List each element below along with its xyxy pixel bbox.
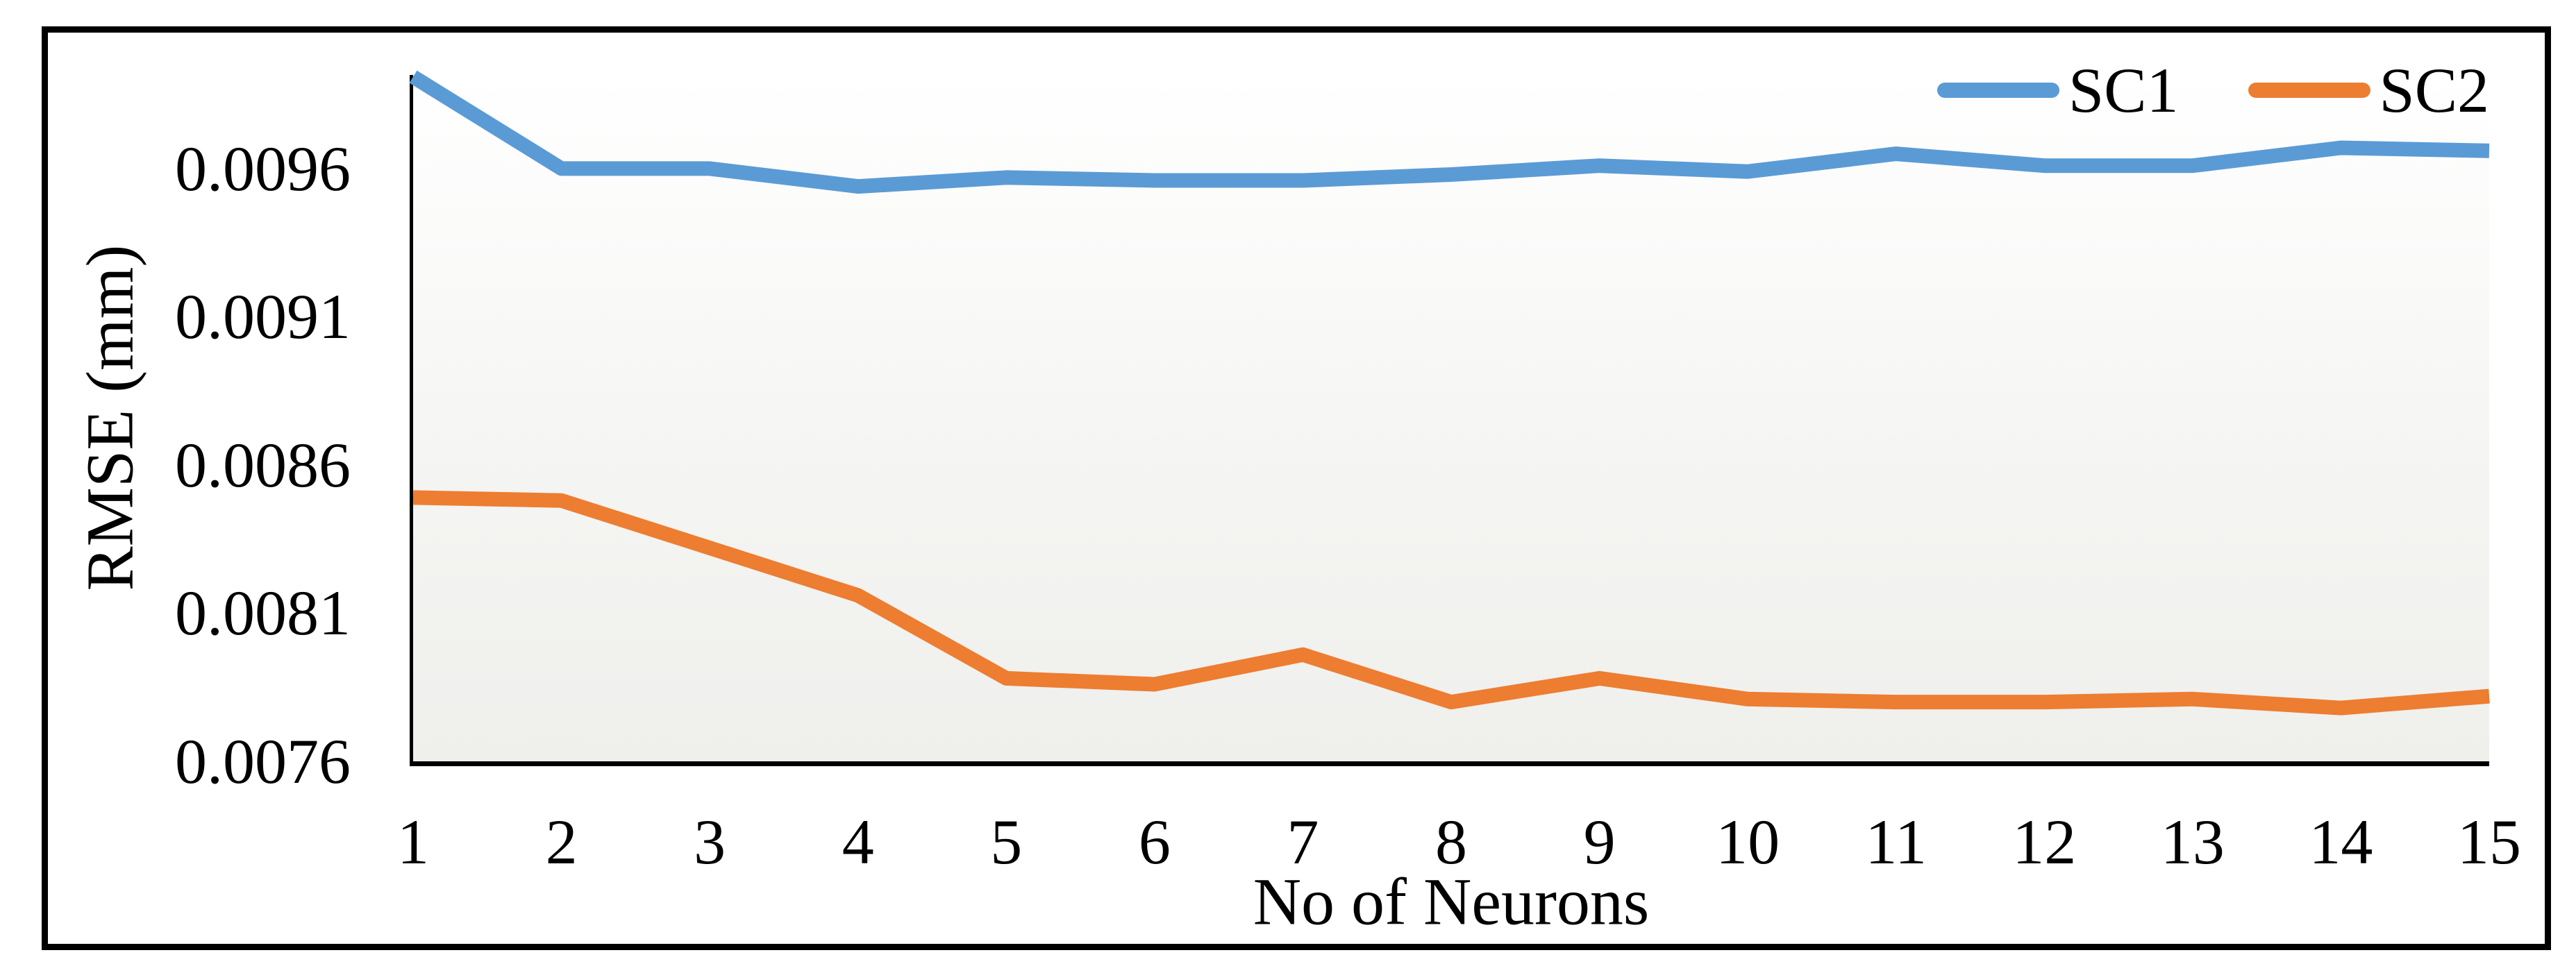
y-tick-label: 0.0081 (175, 577, 351, 649)
legend-item-SC2: SC2 (2248, 55, 2490, 126)
x-tick-label: 12 (2012, 806, 2077, 877)
x-tick-label: 10 (1716, 806, 1780, 877)
y-tick-label: 0.0076 (175, 726, 351, 797)
legend-label-SC2: SC2 (2379, 55, 2490, 126)
legend-label-SC1: SC1 (2068, 55, 2179, 126)
y-axis-title: RMSE (mm) (72, 244, 147, 591)
x-tick-label: 1 (397, 806, 429, 877)
legend-swatch-SC2 (2248, 83, 2370, 98)
legend-swatch-SC1 (1937, 83, 2059, 98)
x-tick-label: 3 (694, 806, 726, 877)
x-tick-label: 8 (1435, 806, 1467, 877)
legend-item-SC1: SC1 (1937, 58, 2179, 122)
x-tick-label: 4 (842, 806, 874, 877)
x-tick-label: 14 (2309, 806, 2373, 877)
y-tick-label: 0.0091 (175, 281, 351, 353)
y-tick-label: 0.0086 (175, 429, 351, 500)
x-tick-label: 6 (1138, 806, 1171, 877)
x-tick-label: 5 (990, 806, 1023, 877)
plot-area (410, 75, 2489, 766)
x-tick-label: 15 (2457, 806, 2521, 877)
x-tick-label: 9 (1583, 806, 1616, 877)
x-tick-label: 2 (545, 806, 578, 877)
x-axis-title: No of Neurons (1253, 864, 1650, 939)
x-tick-label: 11 (1865, 806, 1927, 877)
x-tick-label: 7 (1287, 806, 1319, 877)
y-tick-label: 0.0096 (175, 133, 351, 204)
x-tick-label: 13 (2160, 806, 2225, 877)
legend: SC1 SC2 (1937, 42, 2489, 139)
